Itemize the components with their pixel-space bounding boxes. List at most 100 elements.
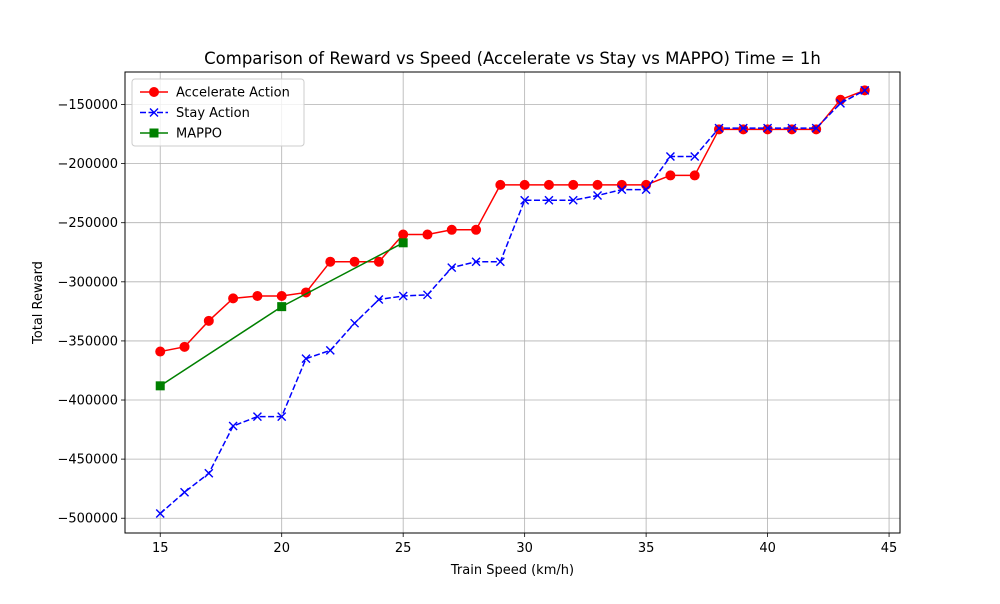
- x-axis-label: Train Speed (km/h): [450, 563, 574, 578]
- legend-box: [131, 78, 305, 147]
- data-point-circle: [471, 224, 482, 235]
- legend-entry: Accelerate Action: [140, 86, 290, 101]
- marker-stroke: [617, 185, 627, 195]
- data-point-x: [277, 412, 287, 422]
- y-tick-label: −450000: [57, 453, 118, 468]
- plot-series: [155, 85, 870, 518]
- y-tick-label: −250000: [57, 216, 118, 231]
- series-stay-action: [155, 85, 870, 518]
- data-point-x: [787, 123, 797, 133]
- data-point-circle: [349, 256, 360, 267]
- data-point-circle: [495, 179, 506, 190]
- data-point-circle: [786, 124, 797, 135]
- data-point-x: [204, 468, 214, 478]
- legend-entry: Stay Action: [140, 106, 250, 121]
- data-point-circle: [543, 179, 554, 190]
- marker-stroke: [374, 295, 384, 305]
- marker-stroke: [568, 195, 578, 205]
- data-point-circle: [616, 179, 627, 190]
- data-point-circle: [276, 290, 287, 301]
- legend-label: MAPPO: [176, 127, 222, 142]
- marker-stroke: [277, 412, 287, 422]
- marker-stroke: [398, 291, 408, 301]
- marker-stroke: [641, 185, 651, 195]
- data-point-x: [252, 412, 262, 422]
- data-point-circle: [714, 124, 725, 135]
- data-point-x: [763, 123, 773, 133]
- data-point-x: [228, 421, 238, 431]
- data-point-x: [325, 345, 335, 355]
- marker-stroke: [544, 195, 554, 205]
- marker-stroke: [149, 108, 159, 117]
- plot-frame: [124, 71, 901, 534]
- marker-stroke: [763, 123, 773, 133]
- marker-stroke: [593, 191, 603, 201]
- marker-stroke: [690, 152, 700, 162]
- x-tick-label: 15: [152, 541, 169, 556]
- marker-stroke: [787, 123, 797, 133]
- marker-stroke: [204, 468, 214, 478]
- data-point-x: [471, 257, 481, 267]
- y-tick-label: −300000: [57, 275, 118, 290]
- data-point-x: [593, 191, 603, 201]
- data-point-x: [617, 185, 627, 195]
- legend-entry: MAPPO: [140, 127, 222, 142]
- data-point-x: [641, 185, 651, 195]
- data-point-circle: [641, 179, 652, 190]
- marker-stroke: [811, 123, 821, 133]
- marker-stroke: [447, 263, 457, 273]
- x-tick-label: 40: [759, 541, 776, 556]
- data-point-circle: [811, 124, 822, 135]
- data-point-square: [277, 302, 287, 312]
- data-point-circle: [738, 124, 749, 135]
- data-point-circle: [762, 124, 773, 135]
- marker-stroke: [228, 421, 238, 431]
- data-point-x: [155, 509, 165, 518]
- y-tick-label: −350000: [57, 334, 118, 349]
- x-tick-label: 25: [395, 541, 412, 556]
- data-point-x: [811, 123, 821, 133]
- y-axis-label: Total Reward: [31, 261, 46, 345]
- marker-stroke: [301, 354, 311, 364]
- data-point-circle: [398, 229, 409, 240]
- legend-label: Accelerate Action: [176, 86, 290, 101]
- data-point-circle: [422, 229, 433, 240]
- data-point-x: [398, 291, 408, 301]
- data-point-circle: [155, 346, 166, 357]
- series-accelerate-action: [155, 85, 870, 357]
- marker-stroke: [422, 290, 432, 300]
- data-point-circle: [228, 293, 239, 304]
- x-tick-label: 30: [516, 541, 533, 556]
- data-point-circle: [203, 315, 214, 326]
- marker-stroke: [520, 195, 530, 205]
- data-point-circle: [446, 224, 457, 235]
- data-point-circle: [179, 341, 190, 352]
- marker-stroke: [860, 85, 870, 95]
- data-point-x: [568, 195, 578, 205]
- y-tick-label: −150000: [57, 98, 118, 113]
- marker-stroke: [471, 257, 481, 267]
- data-point-circle: [568, 179, 579, 190]
- data-point-circle: [592, 179, 603, 190]
- x-tick-label: 45: [881, 541, 898, 556]
- marker-stroke: [252, 412, 262, 422]
- x-tick-label: 35: [638, 541, 655, 556]
- data-point-x: [495, 257, 505, 267]
- data-point-x: [690, 152, 700, 162]
- y-tick-label: −500000: [57, 512, 118, 527]
- y-tick-label: −200000: [57, 157, 118, 172]
- data-point-x: [301, 354, 311, 364]
- marker-stroke: [665, 152, 675, 162]
- data-point-x: [447, 263, 457, 273]
- data-point-x: [350, 318, 360, 328]
- data-point-x: [180, 487, 190, 497]
- data-point-square: [398, 238, 408, 248]
- data-point-x: [665, 152, 675, 162]
- data-point-square: [155, 381, 165, 391]
- marker-stroke: [155, 509, 165, 518]
- data-point-x: [835, 98, 845, 108]
- data-point-circle: [665, 170, 676, 181]
- data-point-x: [520, 195, 530, 205]
